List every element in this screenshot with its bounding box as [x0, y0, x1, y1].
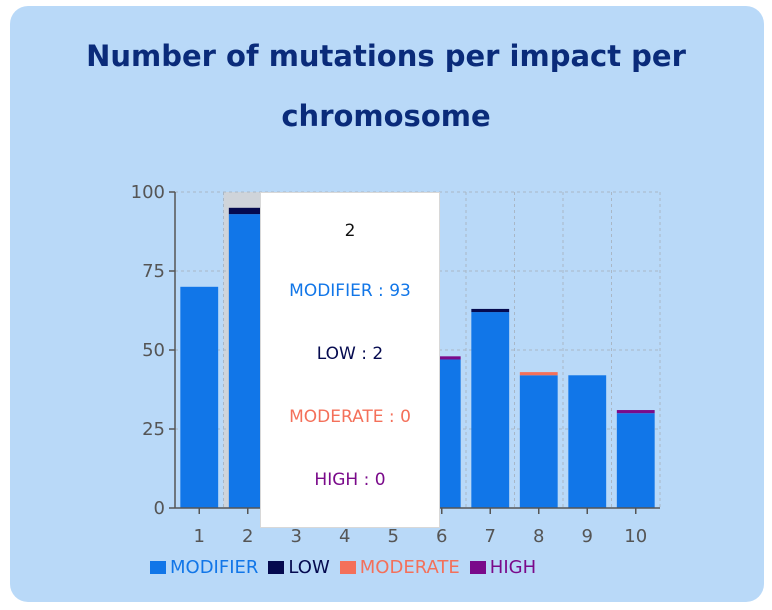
legend-swatch-low	[268, 561, 285, 574]
legend-swatch-high	[469, 561, 486, 574]
x-tick-label-1: 1	[194, 526, 205, 547]
y-tick-label-0: 0	[154, 498, 165, 519]
legend-swatch-modifier	[150, 561, 166, 574]
x-tick-label-7: 7	[485, 526, 496, 547]
tooltip-line-moderate: MODERATE : 0	[289, 407, 411, 427]
legend-item-high[interactable]: HIGH	[469, 557, 537, 578]
y-tick-label-2: 50	[142, 340, 165, 361]
x-tick-label-5: 5	[388, 526, 399, 547]
bar-modifier-1	[180, 286, 219, 508]
chart-title-line-1: Number of mutations per impact per	[86, 39, 686, 73]
chart-title-line-2: chromosome	[281, 99, 491, 133]
tooltip-value-moderate: 0	[400, 407, 411, 427]
chart-legend: MODIFIER LOW MODERATE HIGH	[150, 557, 546, 578]
legend-item-low[interactable]: LOW	[268, 557, 330, 578]
y-tick-label-1: 25	[142, 419, 165, 440]
legend-item-moderate[interactable]: MODERATE	[339, 557, 460, 578]
legend-item-modifier[interactable]: MODIFIER	[150, 557, 258, 578]
bar-high-6	[422, 356, 461, 360]
legend-label-high: HIGH	[489, 557, 537, 578]
tooltip-line-low: LOW : 2	[316, 344, 384, 364]
bar-low-7	[471, 308, 510, 313]
tooltip-label-high: HIGH	[314, 470, 359, 490]
chart-tooltip: 2 MODIFIER : 93 LOW : 2 MODERATE : 0 HIG…	[260, 192, 440, 528]
chart-title: Number of mutations per impact per chrom…	[0, 26, 772, 146]
tooltip-value-modifier: 93	[389, 281, 411, 301]
bar-modifier-10	[616, 413, 655, 508]
bar-high-10	[616, 410, 655, 414]
x-tick-label-9: 9	[582, 526, 593, 547]
bar-modifier-9	[568, 375, 607, 508]
tooltip-line-modifier: MODIFIER : 93	[289, 281, 411, 301]
tooltip-label-low: LOW	[316, 344, 356, 364]
bar-modifier-8	[519, 375, 558, 508]
tooltip-value-high: 0	[374, 470, 386, 490]
x-tick-label-6: 6	[436, 526, 447, 547]
tooltip-label-modifier: MODIFIER	[289, 281, 373, 301]
x-tick-label-2: 2	[242, 526, 253, 547]
bar-modifier-7	[471, 312, 510, 508]
x-tick-label-4: 4	[339, 526, 350, 547]
x-tick-label-3: 3	[291, 526, 302, 547]
y-tick-label-3: 75	[142, 261, 165, 282]
legend-label-low: LOW	[288, 557, 330, 578]
y-tick-label-4: 100	[131, 182, 165, 203]
bar-moderate-8	[519, 372, 558, 376]
tooltip-value-low: 2	[372, 344, 384, 364]
tooltip-label-moderate: MODERATE	[289, 407, 384, 427]
x-tick-label-10: 10	[624, 526, 647, 547]
legend-swatch-moderate	[339, 561, 356, 574]
tooltip-category: 2	[344, 221, 356, 241]
tooltip-line-high: HIGH : 0	[314, 470, 386, 490]
legend-label-modifier: MODIFIER	[170, 557, 259, 578]
legend-label-moderate: MODERATE	[359, 557, 460, 578]
bar-low-2	[228, 207, 267, 215]
x-tick-label-8: 8	[533, 526, 544, 547]
